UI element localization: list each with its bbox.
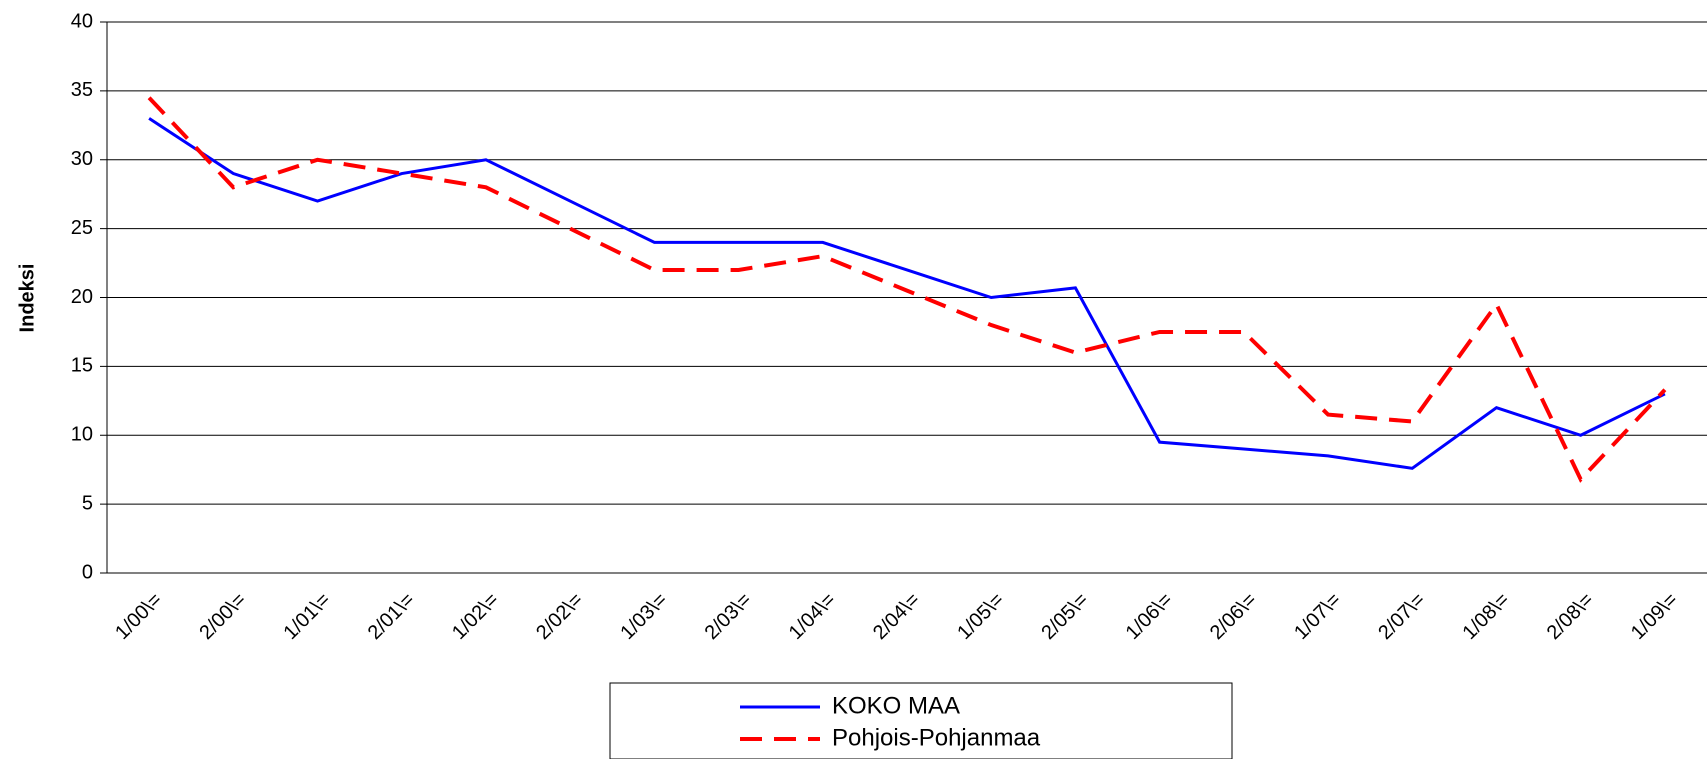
x-tick-label: 1/01\=	[280, 589, 335, 644]
y-axis-title: Indeksi	[16, 264, 38, 333]
x-tick-label: 2/05\=	[1037, 589, 1092, 644]
line-series	[148, 117, 1666, 470]
x-tick-label: 2/06\=	[1206, 589, 1261, 644]
x-tick-label: 1/00\=	[111, 589, 166, 644]
y-tick-label: 40	[71, 10, 93, 32]
x-tick-label: 1/04\=	[785, 589, 840, 644]
y-tick-label: 20	[71, 286, 93, 308]
y-tick-label: 25	[71, 217, 93, 239]
y-tick-label: 10	[71, 424, 93, 446]
y-tick-label: 5	[82, 492, 93, 514]
x-tick-label: 2/03\=	[701, 589, 756, 644]
line-series	[147, 96, 1667, 483]
x-tick-label: 1/08\=	[1458, 589, 1513, 644]
x-tick-label: 2/02\=	[532, 589, 587, 644]
x-tick-label: 1/02\=	[448, 589, 503, 644]
x-tick-label: 1/03\=	[616, 589, 671, 644]
x-tick-label: 1/09\=	[1627, 589, 1682, 644]
x-tick-label: 1/06\=	[1122, 589, 1177, 644]
legend-box	[609, 682, 1233, 759]
x-tick-label: 2/00\=	[195, 589, 250, 644]
x-tick-label: 1/07\=	[1290, 589, 1345, 644]
y-tick-label: 30	[71, 148, 93, 170]
x-tick-label: 2/07\=	[1374, 589, 1429, 644]
legend-label: KOKO MAA	[832, 692, 960, 719]
y-tick-label: 35	[71, 79, 93, 101]
x-tick-label: 1/05\=	[953, 589, 1008, 644]
x-tick-label: 2/01\=	[364, 589, 419, 644]
x-tick-label: 2/04\=	[869, 589, 924, 644]
y-tick-label: 15	[71, 355, 93, 377]
y-tick-label: 0	[82, 561, 93, 583]
legend-label: Pohjois-Pohjanmaa	[832, 724, 1041, 751]
x-tick-label: 2/08\=	[1543, 589, 1598, 644]
